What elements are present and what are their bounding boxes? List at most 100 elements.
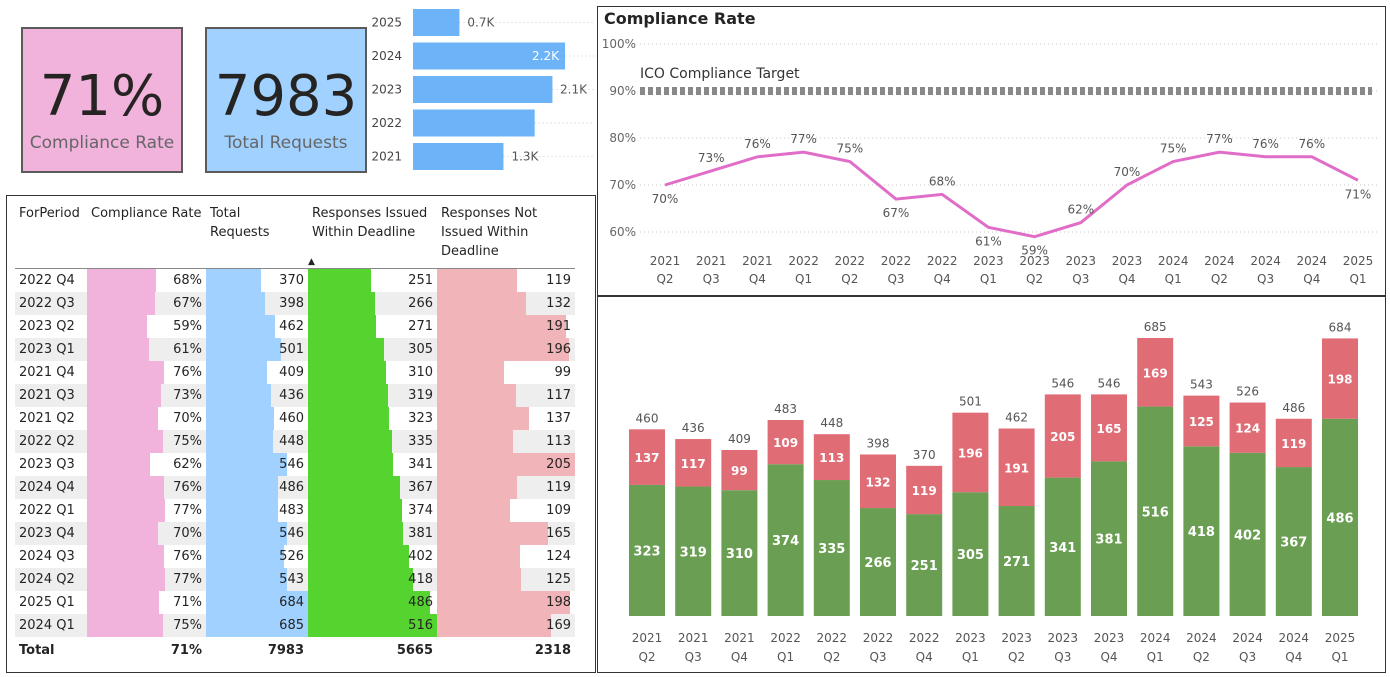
bar-issued[interactable] — [629, 484, 665, 616]
year-bar-2021[interactable] — [413, 143, 504, 170]
bar-not-issued[interactable] — [860, 454, 896, 509]
table-row[interactable]: 2021 Q4 76% 409 310 99 — [15, 361, 575, 384]
sort-ascending-icon[interactable]: ▲ — [308, 257, 315, 267]
bar-not-issued[interactable] — [1322, 338, 1358, 419]
bar-issued[interactable] — [906, 514, 943, 616]
table-row[interactable]: 2022 Q4 68% 370 251 119 — [15, 269, 575, 292]
bar-not-issued[interactable] — [629, 429, 665, 485]
cell-total-requests-bar — [206, 545, 285, 568]
bar-not-issued[interactable] — [1275, 418, 1312, 468]
compliance-line[interactable] — [664, 150, 1359, 239]
bar-issued[interactable] — [1322, 418, 1358, 616]
table-row[interactable]: 2022 Q3 67% 398 266 132 — [15, 292, 575, 315]
table-row[interactable]: 2024 Q2 77% 543 418 125 — [15, 568, 575, 591]
x-tick-quarter: Q3 — [1054, 650, 1071, 664]
table-row[interactable]: 2022 Q2 75% 448 335 113 — [15, 430, 575, 453]
table-row[interactable]: 2024 Q4 76% 486 367 119 — [15, 476, 575, 499]
bar-not-issued[interactable] — [813, 434, 850, 481]
cell-not-issued-value: 113 — [546, 434, 571, 449]
bar-not-issued[interactable] — [1091, 394, 1127, 462]
cell-not-issued-bar — [437, 476, 518, 499]
x-tick-quarter: Q4 — [934, 272, 951, 286]
table-row[interactable]: 2021 Q3 73% 436 319 117 — [15, 384, 575, 407]
x-tick-year: 2022 — [927, 254, 958, 268]
year-bar-2022[interactable] — [413, 109, 535, 137]
bar-issued[interactable] — [1091, 461, 1127, 616]
bar-issued[interactable] — [998, 506, 1035, 616]
cell-not-issued-bar — [437, 453, 575, 476]
cell-total-requests-value: 448 — [279, 434, 304, 449]
bar-not-issued[interactable] — [721, 450, 758, 491]
table-row[interactable]: 2023 Q3 62% 546 341 205 — [15, 453, 575, 476]
cell-period-value: 2025 Q1 — [19, 595, 75, 610]
bar-not-issued[interactable] — [1229, 402, 1266, 453]
x-tick-quarter: Q3 — [1239, 650, 1256, 664]
cell-total-requests: 685 — [206, 614, 308, 637]
bar-not-issued-label: 125 — [1189, 415, 1214, 429]
cell-not-issued-bar — [437, 499, 511, 522]
x-tick-quarter: Q2 — [841, 272, 858, 286]
bar-not-issued[interactable] — [675, 439, 712, 487]
table-row[interactable]: 2023 Q2 59% 462 271 191 — [15, 315, 575, 338]
cell-period-value: 2023 Q4 — [19, 526, 75, 541]
cell-compliance-rate-bar — [87, 545, 164, 568]
bar-not-issued[interactable] — [767, 419, 804, 465]
bar-not-issued-label: 119 — [912, 484, 937, 498]
year-bar-2023[interactable] — [413, 76, 553, 103]
bar-issued[interactable] — [860, 508, 896, 616]
bar-issued[interactable] — [1275, 467, 1312, 616]
year-bar-2025[interactable] — [413, 9, 460, 36]
table-row[interactable]: 2023 Q4 70% 546 381 165 — [15, 522, 575, 545]
table-row[interactable]: 2021 Q2 70% 460 323 137 — [15, 407, 575, 430]
cell-compliance-rate-bar — [87, 430, 163, 453]
cell-compliance-rate-value: 77% — [173, 503, 202, 518]
table-row[interactable]: 2023 Q1 61% 501 305 196 — [15, 338, 575, 361]
line-data-label: 71% — [1345, 187, 1372, 201]
bar-not-issued[interactable] — [906, 465, 943, 515]
cell-issued: 402 — [308, 545, 437, 568]
table-row[interactable]: 2024 Q3 76% 526 402 124 — [15, 545, 575, 568]
bar-issued[interactable] — [1137, 406, 1174, 616]
bar-total-label: 543 — [1190, 378, 1213, 392]
x-tick-quarter: Q1 — [980, 272, 997, 286]
bar-issued[interactable] — [1044, 477, 1081, 616]
col-header-period[interactable]: ForPeriod — [19, 206, 80, 221]
bar-issued[interactable] — [952, 492, 989, 616]
col-header-total-requests[interactable]: Total Requests — [210, 206, 270, 240]
bar-issued[interactable] — [813, 480, 850, 616]
bar-not-issued[interactable] — [998, 428, 1035, 507]
col-header-issued[interactable]: Responses Issued Within Deadline ▲ — [308, 204, 437, 269]
col-header-not-issued[interactable]: Responses Not Issued Within Deadline — [441, 206, 538, 259]
bar-issued[interactable] — [1229, 452, 1266, 616]
cell-compliance-rate-value: 67% — [173, 296, 202, 311]
table-row[interactable]: 2022 Q1 77% 483 374 109 — [15, 499, 575, 522]
cell-not-issued-bar — [437, 430, 514, 453]
cell-issued: 310 — [308, 361, 437, 384]
bar-issued[interactable] — [767, 464, 804, 616]
bar-not-issued[interactable] — [1044, 394, 1081, 478]
bar-total-label: 398 — [867, 436, 890, 450]
line-data-label: 59% — [1021, 244, 1048, 258]
year-bar-2024[interactable] — [413, 42, 565, 70]
bar-issued-label: 341 — [1049, 541, 1076, 556]
x-tick-year: 2025 — [1343, 254, 1374, 268]
bar-not-issued-label: 137 — [634, 451, 659, 465]
table-row[interactable]: 2024 Q1 75% 685 516 169 — [15, 614, 575, 637]
table-row[interactable]: 2025 Q1 71% 684 486 198 — [15, 591, 575, 614]
bar-issued[interactable] — [1183, 446, 1220, 616]
cell-compliance-rate: 75% — [87, 614, 206, 637]
x-tick-year: 2021 — [632, 631, 663, 645]
line-data-label: 70% — [652, 192, 679, 206]
bar-issued[interactable] — [721, 490, 758, 616]
bar-not-issued[interactable] — [1183, 395, 1220, 447]
bar-not-issued[interactable] — [952, 412, 989, 493]
cell-issued: 271 — [308, 315, 437, 338]
col-header-compliance-rate[interactable]: Compliance Rate — [91, 206, 202, 221]
cell-total-requests: 546 — [206, 522, 308, 545]
bar-not-issued[interactable] — [1137, 338, 1174, 407]
bar-total-label: 685 — [1144, 320, 1167, 334]
y-tick-label: 80% — [609, 131, 636, 145]
x-tick-quarter: Q4 — [916, 650, 933, 664]
bar-issued[interactable] — [675, 486, 712, 616]
cell-compliance-rate: 61% — [87, 338, 206, 361]
